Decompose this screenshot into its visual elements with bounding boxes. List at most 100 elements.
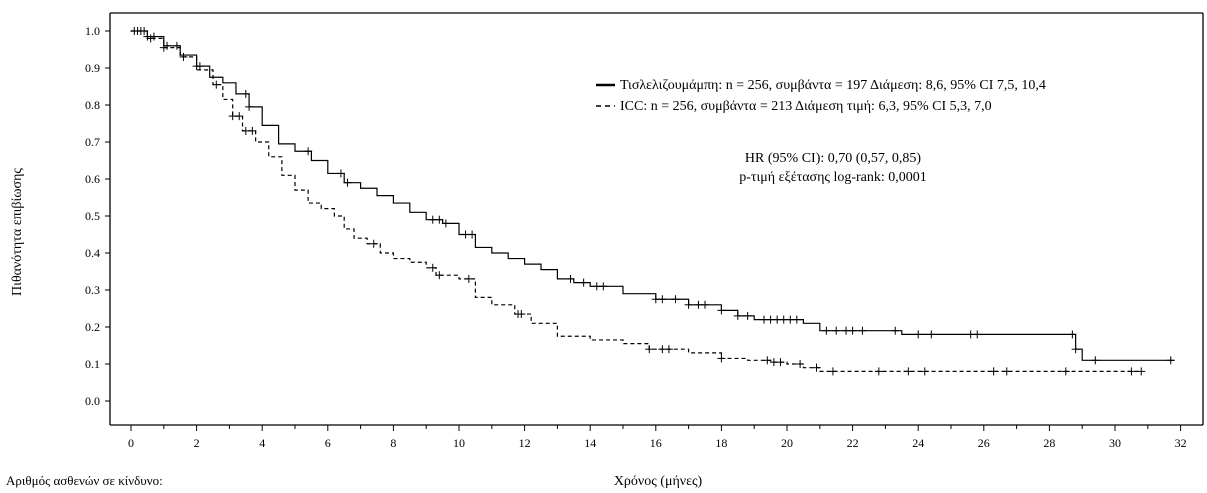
censor-mark-icc (235, 112, 244, 121)
censor-mark-icc (248, 126, 257, 135)
censor-mark-icc (179, 52, 188, 61)
censor-mark-icc (664, 345, 673, 354)
y-tick-label: 0.1 (85, 357, 100, 371)
y-axis-title: Πιθανότητα επιβίωσης (10, 168, 25, 296)
risk-table-title: Αριθμός ασθενών σε κίνδυνο: (6, 473, 163, 488)
x-axis-title: Χρόνος (μήνες) (614, 474, 703, 488)
censor-mark-tislelizumab (848, 326, 857, 335)
censor-mark-icc (763, 356, 772, 365)
censor-mark-icc (717, 354, 726, 363)
censor-mark-tislelizumab (832, 326, 841, 335)
y-tick-label: 0.0 (85, 394, 100, 408)
censor-mark-tislelizumab (743, 311, 752, 320)
curve-icc (131, 30, 1142, 372)
censor-mark-tislelizumab (172, 41, 181, 50)
x-tick-label: 0 (128, 436, 134, 450)
censor-mark-tislelizumab (973, 330, 982, 339)
censor-marks (130, 27, 1175, 376)
x-tick-label: 6 (325, 436, 331, 450)
censor-mark-icc (874, 367, 883, 376)
censor-mark-tislelizumab (1091, 356, 1100, 365)
censor-mark-tislelizumab (441, 219, 450, 228)
x-tick-label: 32 (1175, 436, 1187, 450)
x-tick-label: 26 (978, 436, 990, 450)
y-tick-label: 0.3 (85, 283, 100, 297)
censor-mark-tislelizumab (733, 311, 742, 320)
censor-mark-tislelizumab (792, 315, 801, 324)
censor-mark-tislelizumab (927, 330, 936, 339)
censor-mark-tislelizumab (163, 41, 172, 50)
log-rank-p-value-text: p-τιμή εξέτασης log-rank: 0,0001 (739, 170, 927, 185)
censor-mark-tislelizumab (245, 102, 254, 111)
y-tick-label: 0.4 (85, 246, 100, 260)
x-tick-label: 28 (1043, 436, 1055, 450)
censor-mark-icc (1137, 367, 1146, 376)
censor-mark-icc (776, 358, 785, 367)
x-tick-label: 18 (715, 436, 727, 450)
y-tick-label: 1.0 (85, 24, 100, 38)
censor-mark-tislelizumab (914, 330, 923, 339)
censor-mark-tislelizumab (149, 32, 158, 41)
censor-mark-tislelizumab (566, 274, 575, 283)
censor-mark-icc (920, 367, 929, 376)
censor-mark-tislelizumab (195, 62, 204, 71)
censor-mark-icc (435, 271, 444, 280)
stats-annotation: HR (95% CI): 0,70 (0,57, 0,85) p-τιμή εξ… (739, 151, 927, 185)
legend-label-tislelizumab: Τισλελιζουμάμπη: n = 256, συμβάντα = 197… (620, 78, 1046, 93)
censor-mark-tislelizumab (891, 326, 900, 335)
censor-mark-icc (464, 274, 473, 283)
censor-mark-tislelizumab (579, 278, 588, 287)
axes: 0.00.10.20.30.40.50.60.70.80.91.00 2 4 6 8 10… (85, 12, 1204, 450)
censor-mark-tislelizumab (304, 147, 313, 156)
x-tick-label: 4 (259, 436, 265, 450)
y-tick-label: 0.8 (85, 98, 100, 112)
x-tick-label: 20 (781, 436, 793, 450)
y-tick-label: 0.2 (85, 320, 100, 334)
hazard-ratio-text: HR (95% CI): 0,70 (0,57, 0,85) (745, 151, 921, 166)
censor-mark-icc (645, 345, 654, 354)
censor-mark-icc (159, 43, 168, 52)
censor-mark-icc (146, 34, 155, 43)
y-tick-label: 0.6 (85, 172, 100, 186)
censor-mark-icc (1061, 367, 1070, 376)
censor-mark-tislelizumab (658, 295, 667, 304)
censor-mark-tislelizumab (1068, 330, 1077, 339)
censor-mark-tislelizumab (435, 215, 444, 224)
censor-mark-tislelizumab (1166, 356, 1175, 365)
censor-mark-icc (904, 367, 913, 376)
y-tick-label: 0.7 (85, 135, 100, 149)
censor-mark-icc (517, 310, 526, 319)
legend-label-icc: ICC: n = 256, συμβάντα = 213 Διάμεση τιμ… (620, 99, 992, 114)
censor-mark-tislelizumab (671, 295, 680, 304)
censor-mark-tislelizumab (343, 178, 352, 187)
censor-mark-icc (428, 263, 437, 272)
x-tick-label: 10 (453, 436, 465, 450)
censor-mark-icc (812, 363, 821, 372)
censor-mark-icc (212, 80, 221, 89)
censor-mark-tislelizumab (822, 326, 831, 335)
censor-mark-tislelizumab (684, 300, 693, 309)
x-tick-label: 24 (912, 436, 924, 450)
censor-mark-icc (828, 367, 837, 376)
censor-mark-icc (989, 367, 998, 376)
censor-mark-tislelizumab (468, 230, 477, 239)
censor-mark-tislelizumab (241, 89, 250, 98)
censor-mark-icc (1002, 367, 1011, 376)
x-tick-label: 2 (194, 436, 200, 450)
x-tick-label: 12 (519, 436, 531, 450)
censor-mark-tislelizumab (717, 306, 726, 315)
censor-mark-tislelizumab (599, 282, 608, 291)
x-tick-label: 22 (847, 436, 859, 450)
censor-mark-tislelizumab (1071, 345, 1080, 354)
legend: Τισλελιζουμάμπη: n = 256, συμβάντα = 197… (596, 78, 1046, 114)
censor-mark-tislelizumab (858, 326, 867, 335)
x-tick-label: 8 (390, 436, 396, 450)
x-tick-label: 14 (584, 436, 596, 450)
y-tick-label: 0.5 (85, 209, 100, 223)
censor-mark-tislelizumab (701, 300, 709, 309)
x-tick-label: 30 (1109, 436, 1121, 450)
censor-mark-icc (796, 360, 805, 368)
censor-mark-icc (1127, 367, 1136, 376)
